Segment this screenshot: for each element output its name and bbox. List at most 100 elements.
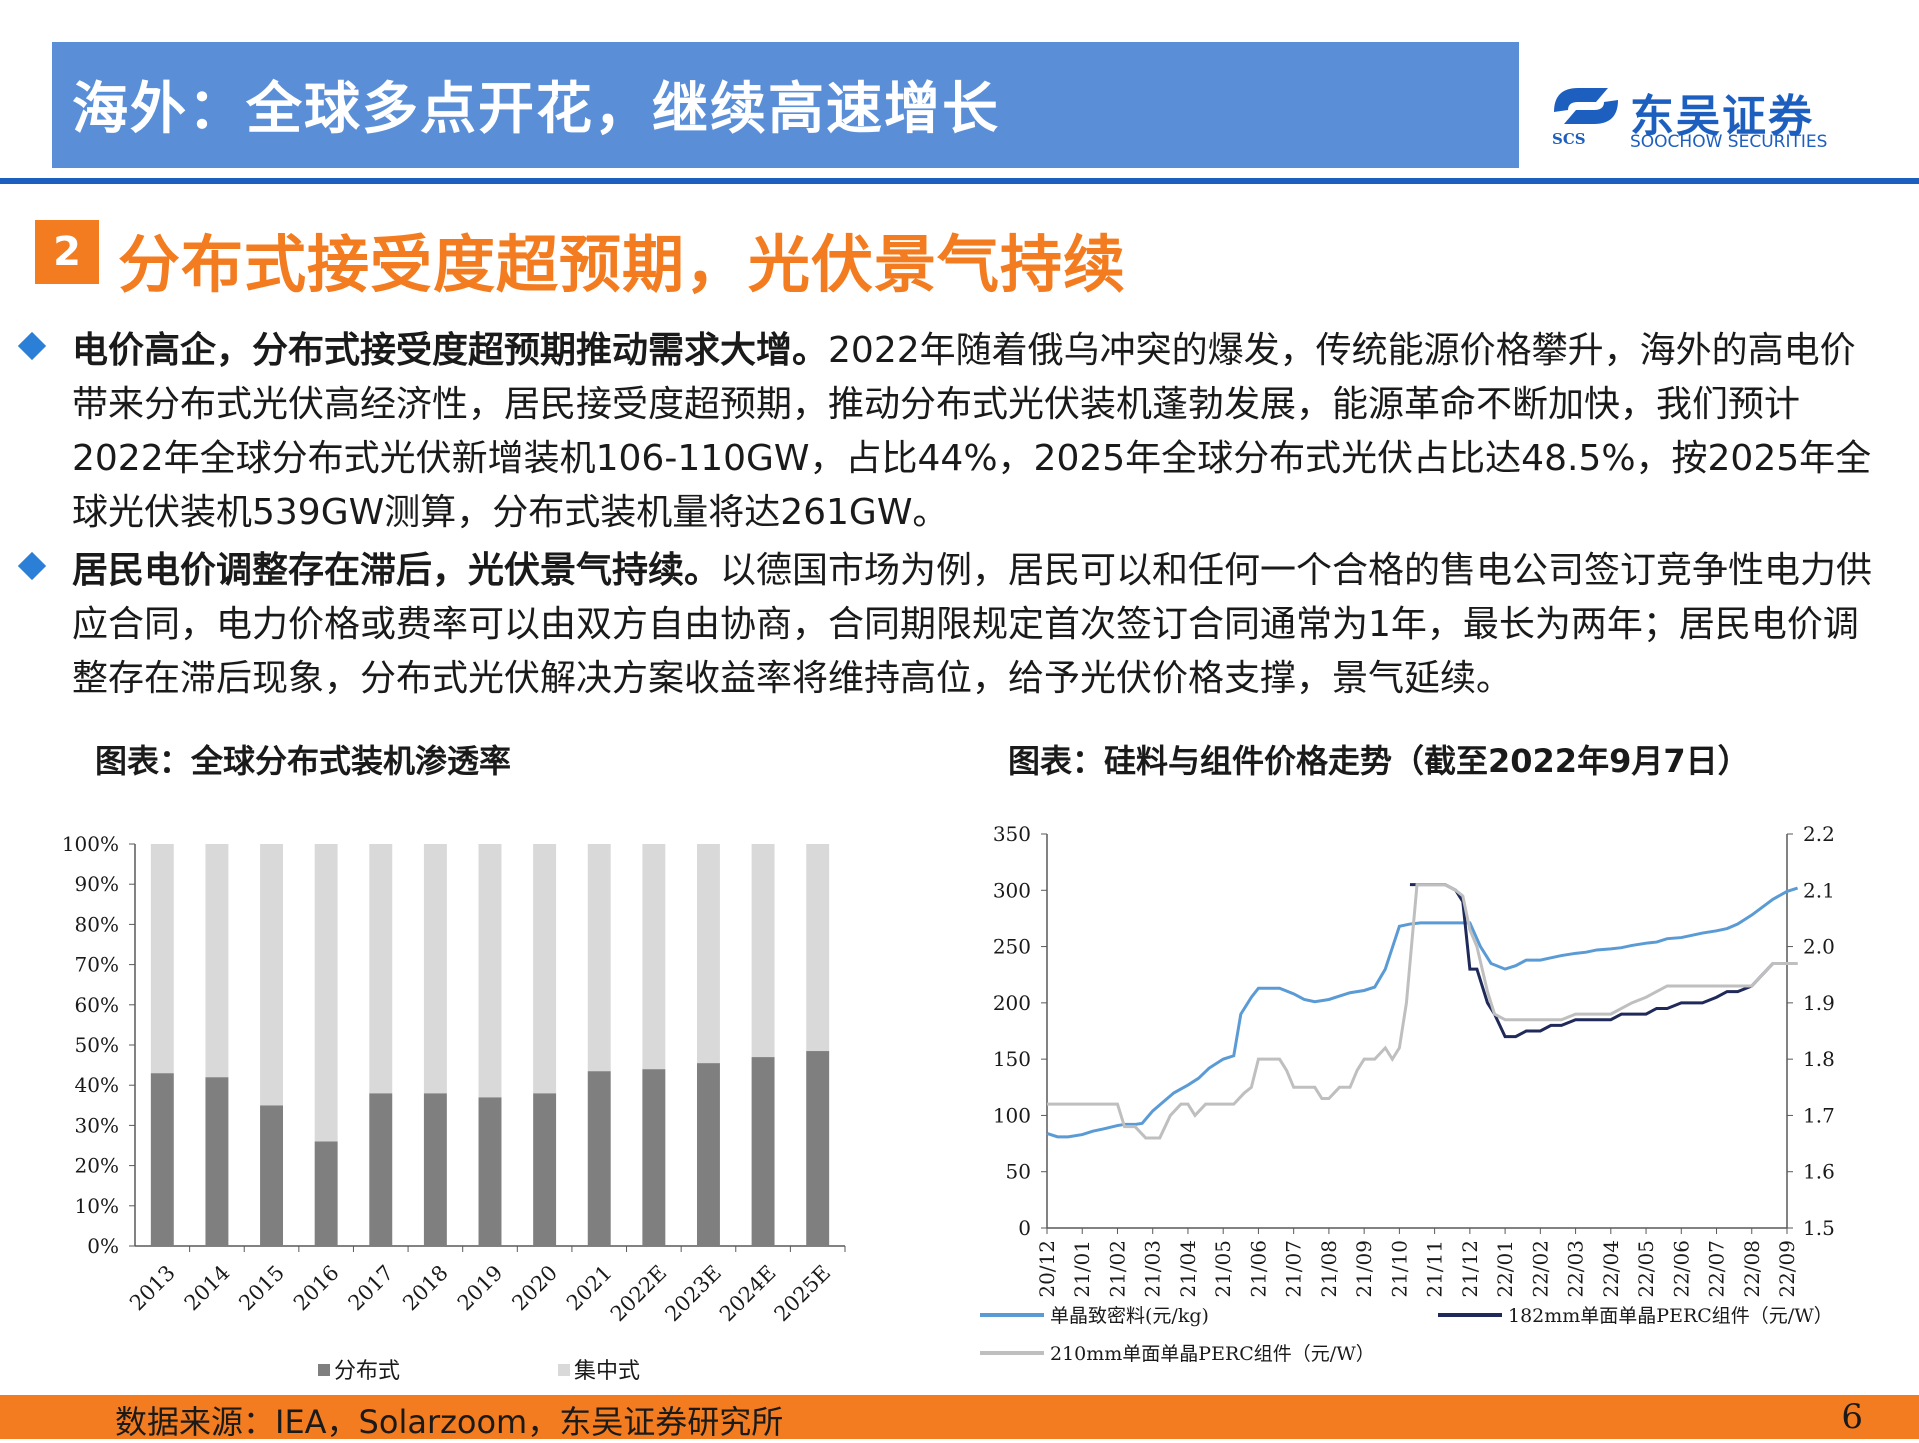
- logo-english-name: SOOCHOW SECURITIES: [1630, 132, 1828, 152]
- right-y-tick-label: 1.8: [1803, 1047, 1835, 1071]
- bullet-item: 居民电价调整存在滞后，光伏景气持续。以德国市场为例，居民可以和任何一个合格的售电…: [17, 544, 1882, 706]
- x-tick-label: 22/05: [1634, 1240, 1658, 1298]
- x-tick-label: 21/06: [1246, 1240, 1270, 1298]
- diamond-icon: [17, 551, 47, 581]
- left-y-tick-label: 50: [1006, 1160, 1031, 1184]
- x-tick-label: 2015: [234, 1261, 289, 1316]
- right-y-tick-label: 2.0: [1803, 935, 1835, 959]
- x-tick-label: 20/12: [1035, 1240, 1059, 1298]
- bar-centralized: [696, 844, 720, 1064]
- bullet-lead: 电价高企，分布式接受度超预期推动需求大增。: [72, 330, 829, 371]
- x-tick-label: 22/09: [1775, 1240, 1799, 1298]
- left-y-tick-label: 0: [1018, 1216, 1031, 1240]
- bar-centralized: [587, 844, 611, 1072]
- bar-centralized: [478, 844, 502, 1098]
- bar-centralized: [751, 844, 775, 1058]
- section-title: 分布式接受度超预期，光伏景气持续: [118, 228, 1127, 301]
- bar-centralized: [423, 844, 447, 1094]
- scs-logo-icon: SCS: [1552, 88, 1618, 148]
- bar-centralized: [806, 844, 830, 1052]
- series-line-2: [1409, 883, 1798, 1039]
- bar-centralized: [205, 844, 229, 1078]
- bar-distributed: [150, 1073, 174, 1246]
- x-tick-label: 2025E: [770, 1261, 836, 1327]
- x-tick-label: 2017: [344, 1261, 399, 1316]
- x-tick-label: 21/08: [1317, 1240, 1341, 1298]
- bullet-text: 居民电价调整存在滞后，光伏景气持续。以德国市场为例，居民可以和任何一个合格的售电…: [72, 544, 1882, 706]
- left-y-tick-label: 200: [993, 991, 1031, 1015]
- y-tick-label: 30%: [75, 1113, 119, 1137]
- left-y-tick-label: 250: [993, 935, 1031, 959]
- bar-distributed: [369, 1093, 393, 1246]
- right-y-tick-label: 1.9: [1803, 991, 1835, 1015]
- legend-swatch: [318, 1364, 330, 1376]
- bar-distributed: [587, 1071, 611, 1246]
- x-tick-label: 2014: [180, 1261, 235, 1316]
- x-tick-label: 21/12: [1458, 1240, 1482, 1298]
- y-tick-label: 20%: [75, 1154, 119, 1178]
- x-tick-label: 2020: [507, 1261, 562, 1316]
- y-tick-label: 50%: [75, 1033, 119, 1057]
- y-tick-label: 60%: [75, 993, 119, 1017]
- bullet-lead: 居民电价调整存在滞后，光伏景气持续。: [72, 550, 721, 591]
- bar-distributed: [533, 1093, 557, 1246]
- series-line-3: [1047, 883, 1798, 1140]
- legend-label: 单晶致密料(元/kg): [1050, 1305, 1209, 1327]
- penetration-bar-chart: 0%10%20%30%40%50%60%70%80%90%100%2013 201…: [62, 832, 846, 1384]
- y-tick-label: 100%: [62, 832, 119, 856]
- bar-distributed: [314, 1141, 338, 1246]
- y-tick-label: 10%: [75, 1194, 119, 1218]
- y-tick-label: 40%: [75, 1073, 119, 1097]
- bullet-item: 电价高企，分布式接受度超预期推动需求大增。2022年随着俄乌冲突的爆发，传统能源…: [17, 324, 1882, 540]
- page-title: 海外：全球多点开花，继续高速增长: [72, 77, 1000, 142]
- bar-distributed: [423, 1093, 447, 1246]
- page-number: 6: [1841, 1397, 1863, 1437]
- x-tick-label: 2022E: [606, 1261, 672, 1327]
- x-tick-label: 21/10: [1387, 1240, 1411, 1298]
- x-tick-label: 21/04: [1176, 1240, 1200, 1298]
- bar-distributed: [751, 1057, 775, 1246]
- bar-distributed: [260, 1105, 284, 1246]
- x-tick-label: 2018: [398, 1261, 453, 1316]
- header-bar: 海外：全球多点开花，继续高速增长: [52, 42, 1519, 168]
- legend-label: 210mm单面单晶PERC组件（元/W）: [1050, 1343, 1375, 1365]
- x-tick-label: 22/04: [1599, 1240, 1623, 1298]
- price-line-chart: 0 50 100 150 200 250 300 350 1.5 1.6 1.7 1.8 1.9 2.0 2…: [980, 822, 1835, 1365]
- x-tick-label: 21/03: [1141, 1240, 1165, 1298]
- x-tick-label: 22/07: [1705, 1240, 1729, 1298]
- left-y-tick-label: 350: [993, 822, 1031, 846]
- header-divider: [0, 178, 1919, 184]
- left-y-tick-label: 300: [993, 878, 1031, 902]
- logo-chinese-name: 东吴证券: [1630, 91, 1814, 142]
- y-tick-label: 70%: [75, 953, 119, 977]
- x-tick-label: 21/09: [1352, 1240, 1376, 1298]
- right-y-tick-label: 1.7: [1803, 1103, 1835, 1127]
- x-tick-label: 2023E: [660, 1261, 726, 1327]
- x-tick-label: 21/01: [1070, 1240, 1094, 1298]
- x-tick-label: 21/07: [1282, 1240, 1306, 1298]
- legend-label: 集中式: [574, 1359, 640, 1384]
- right-y-tick-label: 1.6: [1803, 1160, 1835, 1184]
- x-tick-label: 21/11: [1423, 1240, 1447, 1298]
- y-tick-label: 0%: [87, 1234, 119, 1258]
- bar-distributed: [642, 1069, 666, 1246]
- x-tick-label: 2024E: [715, 1261, 781, 1327]
- section-number-badge: 2: [35, 220, 99, 284]
- company-logo: SCS 东吴证券 SOOCHOW SECURITIES: [1548, 80, 1888, 160]
- bar-centralized: [642, 844, 666, 1070]
- diamond-icon: [17, 331, 47, 361]
- x-tick-label: 2016: [289, 1261, 344, 1316]
- bar-distributed: [696, 1063, 720, 1246]
- x-tick-label: 22/02: [1528, 1240, 1552, 1298]
- right-y-tick-label: 2.1: [1803, 878, 1835, 902]
- legend-swatch: [558, 1364, 570, 1376]
- chart-title-left: 图表：全球分布式装机渗透率: [95, 742, 512, 780]
- left-y-tick-label: 100: [993, 1103, 1031, 1127]
- right-y-tick-label: 1.5: [1803, 1216, 1835, 1240]
- x-tick-label: 2013: [125, 1261, 180, 1316]
- bar-centralized: [369, 844, 393, 1094]
- bullet-body: 以德国市场为例，居民可以和任何一个合格的售电公司签订竞争性电力供应合同，电力价格…: [72, 550, 1873, 699]
- legend-label: 分布式: [334, 1359, 400, 1384]
- bar-centralized: [260, 844, 284, 1106]
- footer-bar: 数据来源：IEA，Solarzoom，东吴证券研究所 6: [0, 1395, 1919, 1441]
